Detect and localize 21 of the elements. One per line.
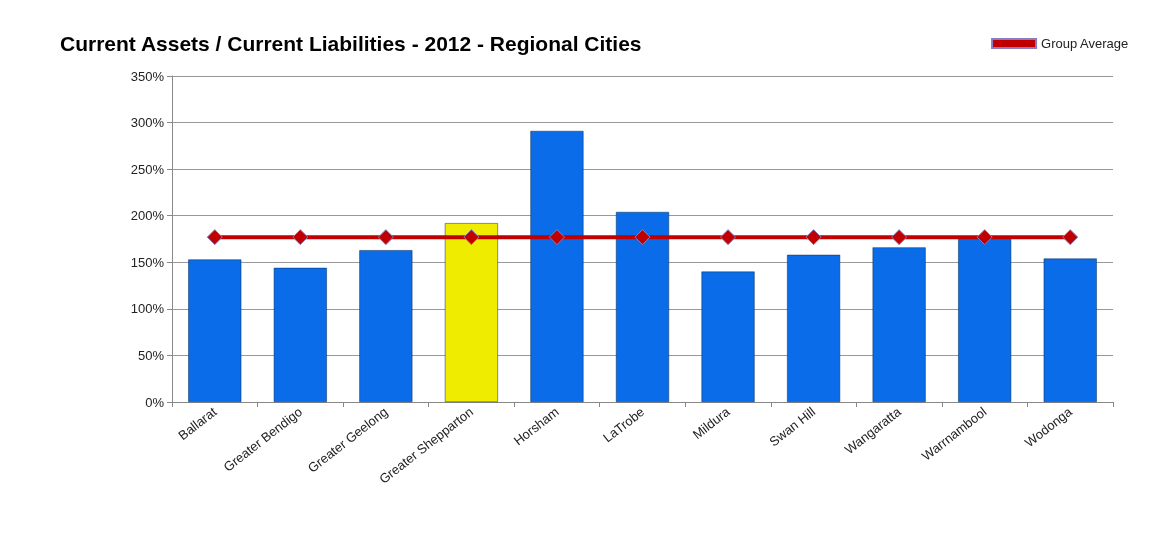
y-tick-label: 150% [130,254,165,270]
bar [872,247,926,402]
y-tick-label: 350% [130,68,165,84]
bar [1043,258,1097,402]
y-tick-label: 300% [130,115,165,131]
legend-label: Group Average [1041,36,1129,51]
chart-title: Current Assets / Current Liabilities - 2012 - Regional Cities [60,32,642,55]
y-tick-label: 50% [137,347,165,363]
y-tick-label: 250% [130,161,165,177]
bar [359,250,413,402]
bar [787,254,841,402]
y-tick-label: 100% [130,301,165,317]
bar [444,223,498,402]
bar [958,238,1012,402]
bar [701,271,755,402]
y-tick-label: 200% [130,208,165,224]
bar [273,267,327,402]
bar [615,211,670,402]
y-tick-label: 0% [145,394,165,410]
bar [188,259,242,402]
bar [530,130,584,402]
